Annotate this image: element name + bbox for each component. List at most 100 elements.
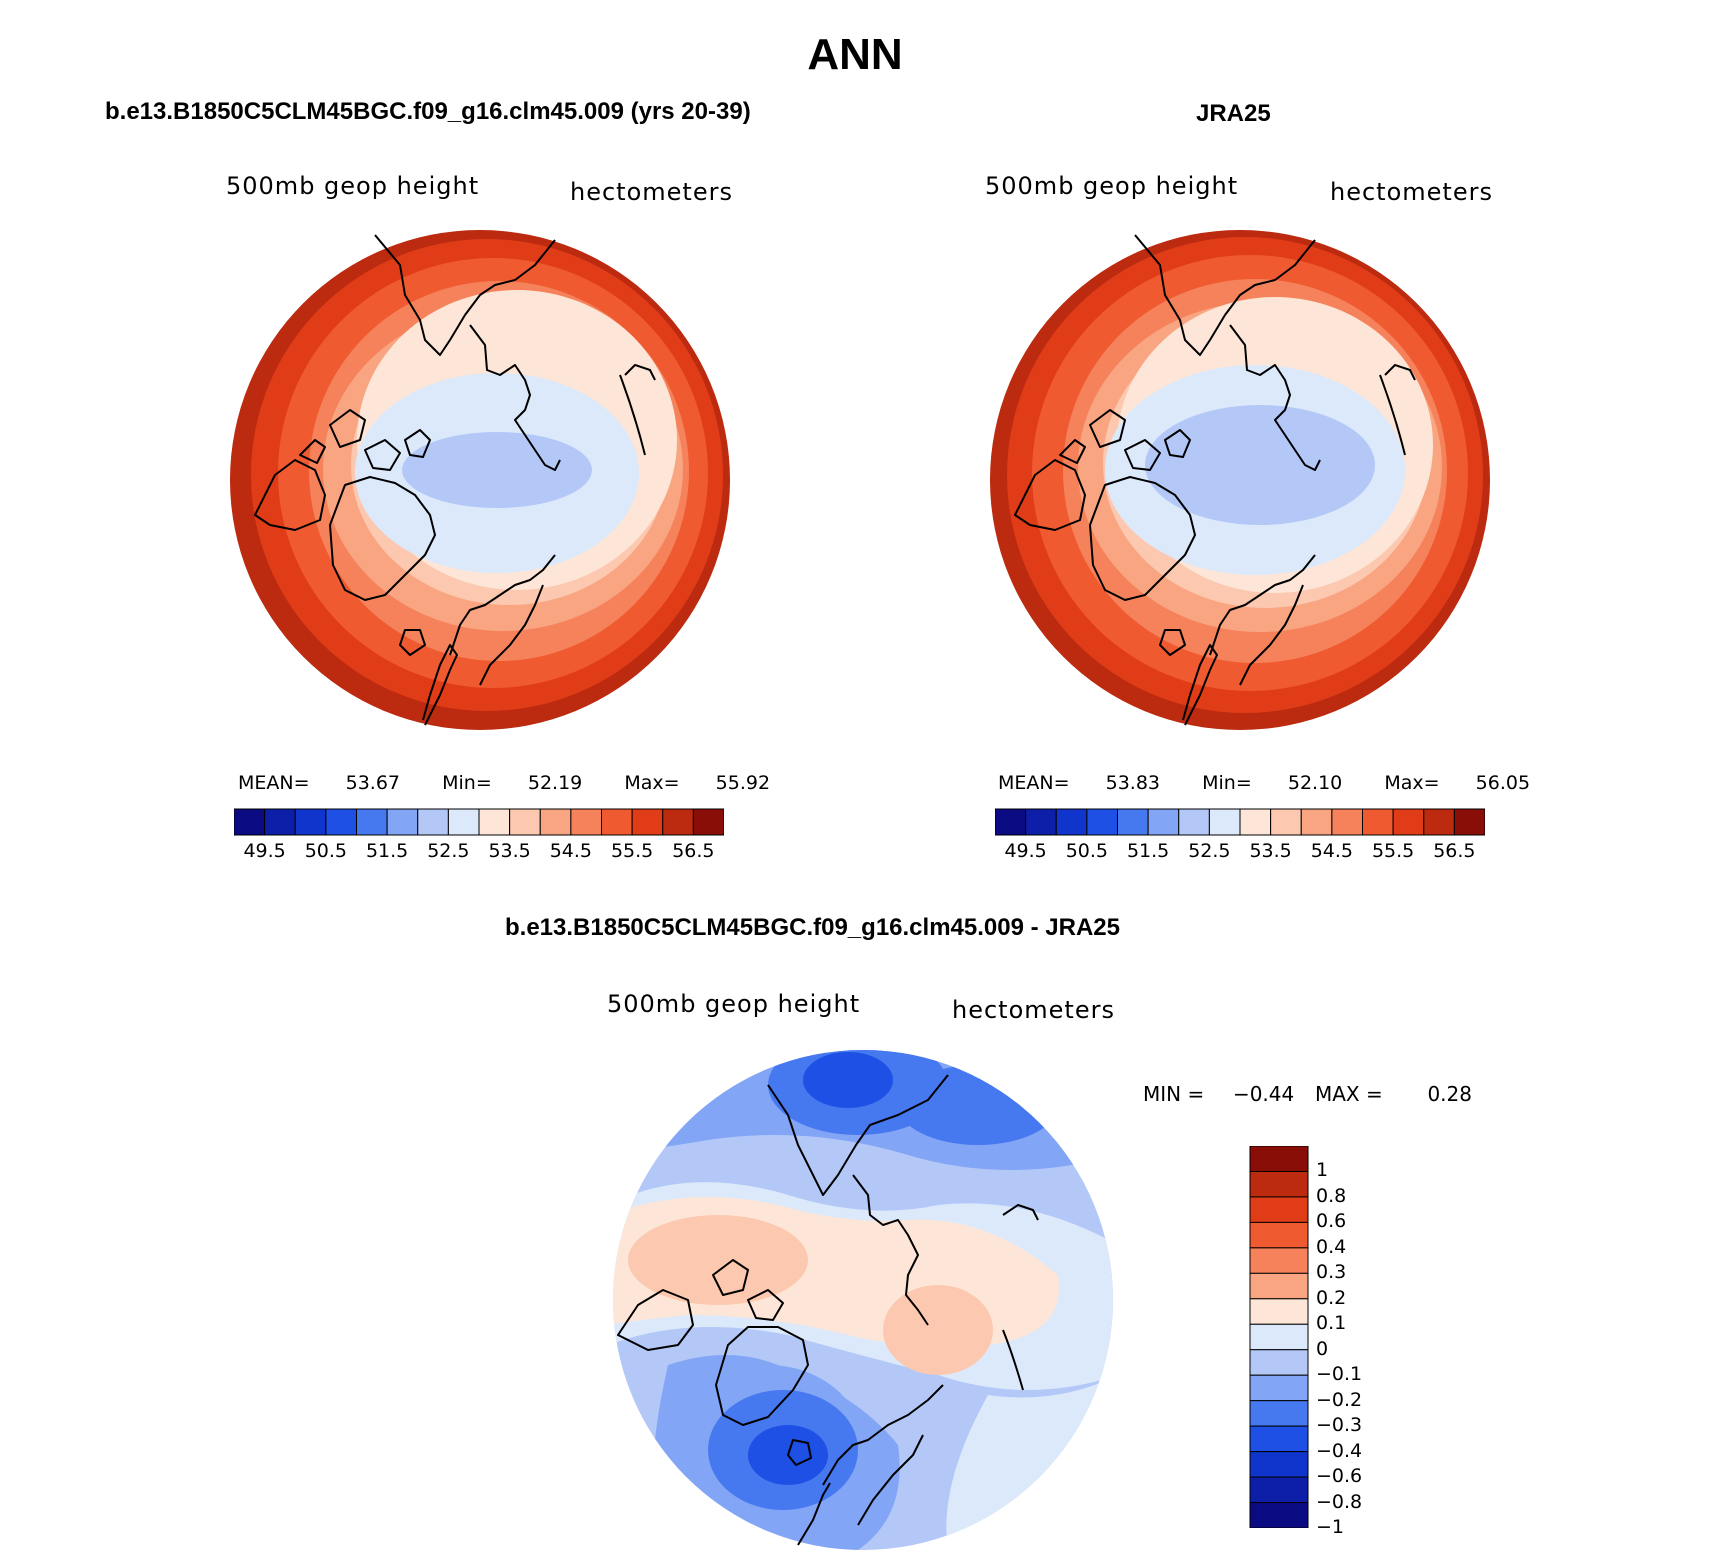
model-colorbar-swatch — [264, 808, 296, 836]
model-colorbar-swatch — [570, 808, 603, 836]
diff-colorbar-tick-label: 0 — [1316, 1337, 1329, 1360]
obs-units-label: hectometers — [1330, 178, 1493, 206]
diff-colorbar-tick-label: −0.2 — [1316, 1388, 1363, 1411]
diff-colorbar-ticks: 1 0.8 0.6 0.4 0.3 0.2 0.1 0 −0.1 −0.2 −0.3 −0.4 −0.6… — [1316, 1146, 1426, 1538]
obs-variable-label: 500mb geop height — [985, 172, 1239, 200]
diff-colorbar-tick-label: 0.8 — [1316, 1184, 1347, 1207]
diff-colorbar-swatch — [1249, 1247, 1309, 1274]
diff-colorbar-tick-label: −0.3 — [1316, 1414, 1363, 1437]
diff-colorbar-tick-label: −0.1 — [1316, 1363, 1363, 1386]
obs-colorbar — [995, 808, 1485, 836]
diff-polar-map — [613, 1050, 1113, 1550]
diff-panel-title: b.e13.B1850C5CLM45BGC.f09_g16.clm45.009 … — [505, 914, 1120, 941]
obs-colorbar-swatch — [1270, 808, 1302, 836]
model-colorbar-swatch — [509, 808, 541, 836]
model-variable-label: 500mb geop height — [226, 172, 480, 200]
obs-colorbar-swatch — [1423, 808, 1455, 836]
model-polar-map — [230, 230, 730, 730]
diff-colorbar-swatch — [1249, 1374, 1309, 1402]
diff-colorbar-tick-label: 0.6 — [1316, 1210, 1347, 1233]
diff-colorbar-tick-label: 0.3 — [1316, 1261, 1347, 1284]
model-colorbar-swatch — [447, 808, 480, 836]
diff-colorbar-swatch — [1249, 1196, 1309, 1223]
obs-min-label: Min= — [1202, 772, 1252, 794]
model-colorbar-tick-label: 53.5 — [488, 840, 531, 862]
model-colorbar-swatch — [417, 808, 449, 836]
diff-colorbar-tick-label: −0.8 — [1316, 1490, 1363, 1513]
obs-colorbar-swatch — [1117, 808, 1149, 836]
diff-colorbar-swatch — [1249, 1323, 1309, 1351]
model-min-label: Min= — [442, 772, 492, 794]
obs-colorbar-tick-label: 51.5 — [1126, 840, 1170, 862]
model-colorbar — [234, 808, 724, 836]
figure-title: ANN — [807, 30, 903, 79]
model-colorbar-swatch — [539, 808, 572, 836]
diff-colorbar-swatch — [1249, 1425, 1309, 1453]
diff-colorbar-swatch — [1249, 1349, 1309, 1376]
obs-mean-value: 53.83 — [1105, 772, 1161, 794]
diff-colorbar-tick-label: 1 — [1316, 1159, 1329, 1182]
model-colorbar-tick-label: 52.5 — [427, 840, 470, 862]
model-panel-title: b.e13.B1850C5CLM45BGC.f09_g16.clm45.009 … — [105, 98, 751, 125]
diff-colorbar-tick-label: −1 — [1316, 1516, 1345, 1538]
model-colorbar-swatch — [692, 808, 724, 836]
model-mean-label: MEAN= — [238, 772, 310, 794]
diff-colorbar-swatch — [1249, 1298, 1309, 1325]
obs-colorbar-swatch — [1362, 808, 1394, 836]
diff-colorbar-tick-label: 0.4 — [1316, 1235, 1347, 1258]
model-colorbar-tick-label: 49.5 — [243, 840, 286, 862]
model-colorbar-ticks: 49.5 50.5 51.5 52.5 53.5 54.5 55.5 56.5 — [234, 840, 724, 864]
model-max-label: Max= — [624, 772, 680, 794]
diff-colorbar-swatch — [1249, 1221, 1309, 1249]
diff-colorbar-tick-label: −0.4 — [1316, 1439, 1363, 1462]
diff-min-value: −0.44 — [1232, 1082, 1295, 1106]
diff-colorbar-swatch — [1249, 1476, 1309, 1504]
model-mean-value: 53.67 — [345, 772, 401, 794]
diff-colorbar-swatch — [1249, 1502, 1309, 1528]
model-colorbar-swatch — [478, 808, 511, 836]
model-colorbar-swatch — [234, 808, 266, 836]
model-colorbar-swatch — [631, 808, 664, 836]
model-colorbar-tick-label: 54.5 — [549, 840, 593, 862]
obs-colorbar-swatch — [1178, 808, 1210, 836]
obs-polar-map — [990, 230, 1490, 730]
model-colorbar-swatch — [356, 808, 388, 836]
model-min-value: 52.19 — [527, 772, 583, 794]
model-colorbar-tick-label: 56.5 — [672, 840, 715, 862]
obs-mean-label: MEAN= — [998, 772, 1070, 794]
obs-colorbar-swatch — [1300, 808, 1333, 836]
obs-colorbar-swatch — [1208, 808, 1241, 836]
obs-max-label: Max= — [1384, 772, 1440, 794]
diff-colorbar-swatch — [1249, 1272, 1309, 1300]
model-colorbar-tick-label: 55.5 — [610, 840, 654, 862]
model-colorbar-swatch — [325, 808, 358, 836]
obs-panel-title: JRA25 — [1196, 100, 1271, 127]
model-colorbar-tick-label: 51.5 — [365, 840, 409, 862]
obs-colorbar-tick-label: 55.5 — [1371, 840, 1415, 862]
diff-colorbar-swatch — [1249, 1400, 1309, 1427]
model-colorbar-tick-label: 50.5 — [304, 840, 348, 862]
obs-colorbar-tick-label: 56.5 — [1433, 840, 1476, 862]
obs-colorbar-tick-label: 53.5 — [1249, 840, 1292, 862]
diff-colorbar-tick-label: 0.1 — [1316, 1312, 1347, 1335]
obs-colorbar-swatch — [1147, 808, 1180, 836]
obs-colorbar-swatch — [1086, 808, 1119, 836]
obs-min-value: 52.10 — [1287, 772, 1343, 794]
obs-max-value: 56.05 — [1475, 772, 1531, 794]
diff-colorbar-swatch — [1249, 1146, 1309, 1172]
obs-colorbar-tick-label: 50.5 — [1065, 840, 1109, 862]
diff-colorbar-swatch — [1249, 1451, 1309, 1478]
diff-colorbar — [1249, 1146, 1309, 1528]
obs-colorbar-tick-label: 54.5 — [1310, 840, 1354, 862]
diff-max-label: MAX = — [1314, 1082, 1383, 1106]
obs-colorbar-tick-label: 49.5 — [1004, 840, 1047, 862]
diff-colorbar-tick-label: −0.6 — [1316, 1465, 1363, 1488]
obs-colorbar-swatch — [1055, 808, 1088, 836]
diff-variable-label: 500mb geop height — [607, 990, 861, 1018]
obs-colorbar-swatch — [1025, 808, 1057, 836]
model-colorbar-swatch — [601, 808, 633, 836]
diff-min-label: MIN = — [1143, 1082, 1205, 1106]
obs-colorbar-swatch — [1331, 808, 1364, 836]
model-colorbar-swatch — [662, 808, 694, 836]
model-units-label: hectometers — [570, 178, 733, 206]
